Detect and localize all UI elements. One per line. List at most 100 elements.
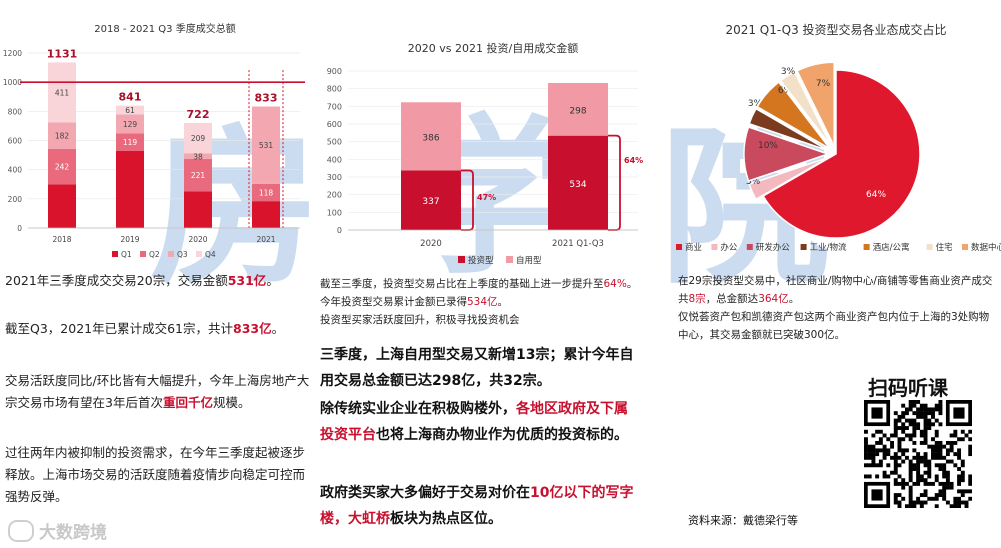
chart2-title: 2020 vs 2021 投资/自用成交金额 xyxy=(408,41,578,55)
chart3-legend-swatch xyxy=(926,244,933,250)
qr-module xyxy=(912,467,917,471)
qr-module xyxy=(882,470,887,475)
qr-module xyxy=(942,496,947,501)
qr-module xyxy=(923,470,928,475)
chart1-segment-label: 242 xyxy=(55,163,70,172)
chart-invest-selfuse: 2020 vs 2021 投资/自用成交金额 0 100 200 300 400 500 6… xyxy=(327,41,643,266)
chart3-legend-label: 商业 xyxy=(685,242,702,253)
qr-module xyxy=(957,504,962,508)
qr-module xyxy=(908,433,913,438)
qr-module xyxy=(908,459,913,464)
chart1-bar-segment xyxy=(116,114,144,134)
qr-module xyxy=(938,481,943,486)
qr-module xyxy=(916,452,921,457)
qr-module xyxy=(908,493,913,498)
qr-module xyxy=(968,478,972,483)
chart1-bar-segment xyxy=(184,191,212,228)
qr-module xyxy=(923,452,928,457)
qr-module xyxy=(904,411,909,416)
qr-module xyxy=(912,426,917,430)
qr-module xyxy=(938,448,943,453)
chart2-legend-swatch xyxy=(458,256,465,263)
qr-module xyxy=(908,496,913,501)
qr-module xyxy=(882,444,887,449)
qr-module xyxy=(916,422,921,427)
qr-module xyxy=(875,452,880,457)
qr-module xyxy=(882,448,887,453)
qr-module xyxy=(934,493,939,498)
qr-module xyxy=(960,478,965,483)
qr-module xyxy=(897,448,902,453)
qr-module xyxy=(927,459,932,464)
qr-module xyxy=(864,455,868,460)
qr-module xyxy=(968,474,972,479)
qr-module xyxy=(893,422,898,427)
chart3-slice-label: 6% xyxy=(778,86,793,96)
para-retail: 在29宗投资型交易中，社区商业/购物中心/商铺等零售商业资产成交共8宗，总金额达… xyxy=(678,272,996,308)
chart2-segment-label: 534 xyxy=(569,180,586,190)
qr-module xyxy=(934,440,939,445)
qr-module xyxy=(942,444,947,449)
text-p1c: 。 xyxy=(266,273,279,288)
text-p3b: 重回千亿 xyxy=(162,395,213,410)
qr-module xyxy=(908,403,913,408)
chart1-segment-label: 221 xyxy=(191,171,206,180)
qr-module xyxy=(878,463,883,468)
qr-module xyxy=(893,496,898,501)
chart2-x-tick: 2021 Q1-Q3 xyxy=(552,239,604,249)
qr-module xyxy=(923,481,928,486)
chart3-slice-label: 7% xyxy=(816,79,831,89)
qr-module xyxy=(934,429,939,434)
chart1-segment-label: 61 xyxy=(125,106,135,115)
qr-module xyxy=(908,463,913,468)
chart1-y-tick: 600 xyxy=(8,137,23,146)
qr-module xyxy=(964,504,969,508)
qr-module xyxy=(882,455,887,460)
chart2-segment-label: 298 xyxy=(569,106,586,116)
qr-module xyxy=(968,429,972,434)
text-p1a: 2021年三季度成交交易20宗，交易金额 xyxy=(5,273,228,288)
chart3-slice-label: 3% xyxy=(781,67,796,77)
qr-module xyxy=(901,459,906,464)
qr-code[interactable] xyxy=(864,400,972,508)
qr-module xyxy=(912,448,917,453)
qr-module xyxy=(864,444,868,449)
chart-quarterly-total: 2018 - 2021 Q3 季度成交总额 0 200 400 600 800 1000 1… xyxy=(3,22,305,258)
qr-module xyxy=(916,500,921,505)
qr-module xyxy=(901,496,906,501)
qr-module xyxy=(916,407,921,412)
qr-module xyxy=(934,407,939,412)
qr-module xyxy=(938,467,943,471)
text-m1c: 。 xyxy=(626,278,638,290)
qr-module xyxy=(938,407,943,412)
qr-module xyxy=(968,448,972,453)
chart3-legend-label: 研发办公 xyxy=(756,242,791,253)
chart3-legend-label: 办公 xyxy=(720,242,738,253)
qr-module xyxy=(968,444,972,449)
chart1-bar-segment xyxy=(48,148,76,185)
chart3-slice xyxy=(762,69,921,239)
chart1-y-tick: 1000 xyxy=(3,78,22,87)
chart3-legend-label: 工业/物流 xyxy=(810,242,847,253)
qr-module xyxy=(908,467,913,471)
qr-module xyxy=(968,496,972,501)
chart1-title: 2018 - 2021 Q3 季度成交总额 xyxy=(94,22,235,35)
qr-module xyxy=(957,496,962,501)
qr-module xyxy=(934,474,939,479)
para-government: 除传统实业企业在积极购楼外，各地区政府及下属投资平台也将上海商办物业作为优质的投… xyxy=(320,396,638,448)
qr-module xyxy=(919,474,924,479)
qr-module xyxy=(927,470,932,475)
text-b2b: 各地区政府及下属投资平台 xyxy=(320,401,628,443)
qr-module xyxy=(919,459,924,464)
chart1-total-label: 1131 xyxy=(47,47,78,60)
qr-module xyxy=(927,407,932,412)
chart1-segment-label: 129 xyxy=(123,120,138,129)
qr-module xyxy=(919,500,924,505)
qr-module xyxy=(897,418,902,423)
qr-module xyxy=(893,411,898,416)
para-selfuse: 三季度，上海自用型交易又新增13宗；累计今年自用交易总金额已达298亿，共32宗… xyxy=(320,347,634,389)
chart1-bar-segment xyxy=(184,153,212,160)
qr-module xyxy=(919,411,924,416)
chart2-y-tick: 700 xyxy=(327,102,342,111)
qr-module xyxy=(931,407,935,412)
